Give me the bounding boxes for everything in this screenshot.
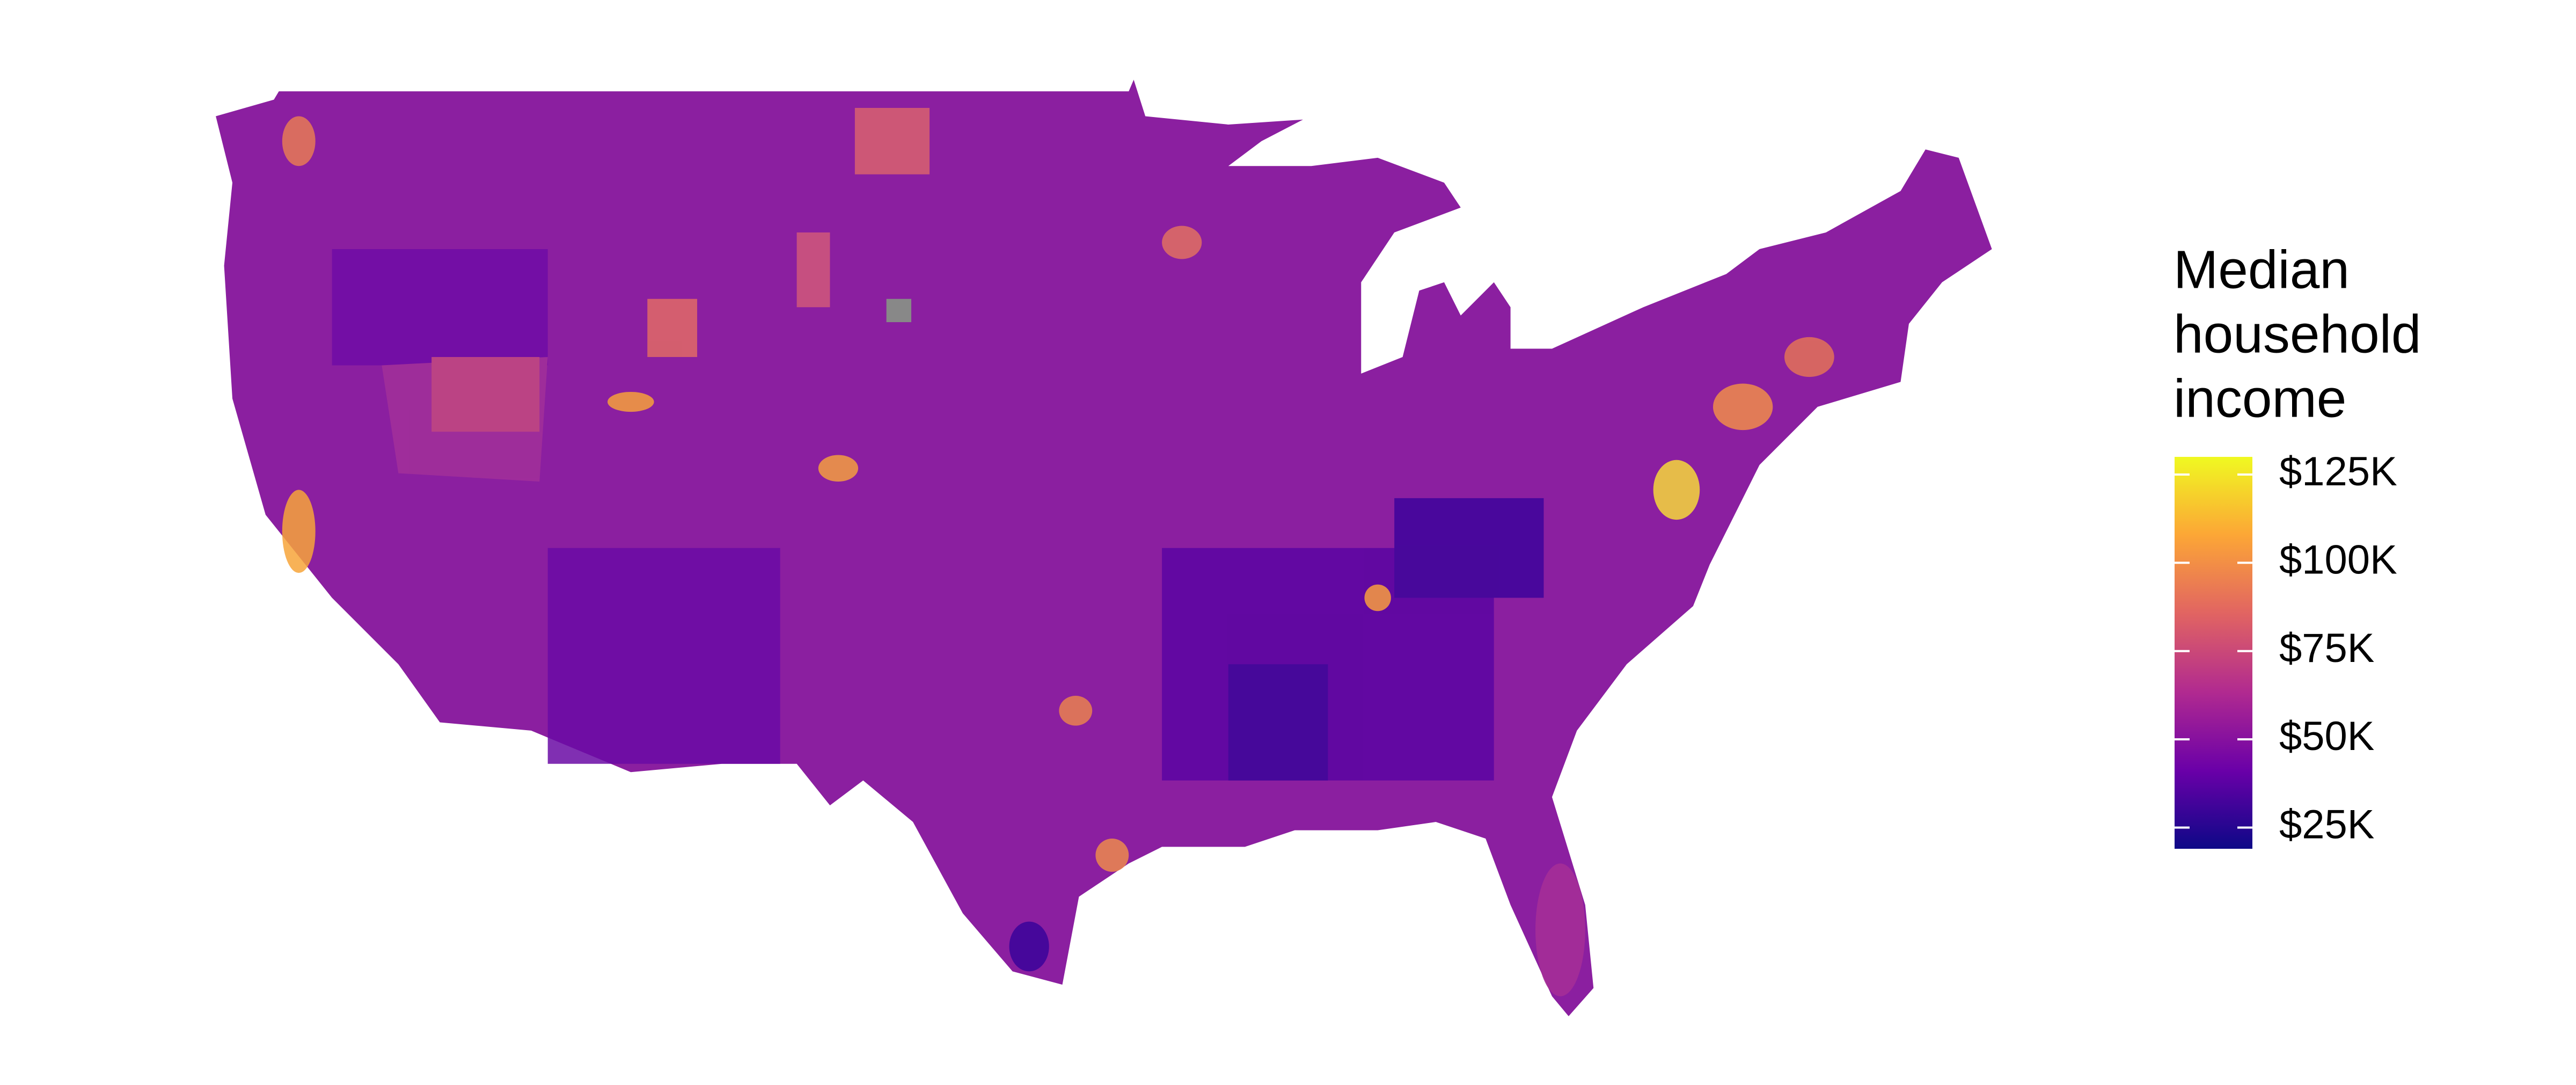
legend-title-line: household [2174, 304, 2421, 364]
legend-title-line: Median [2174, 239, 2350, 300]
colorbar-tick-label: $25K [2279, 802, 2375, 848]
legend: Median household income $25K $50K $75K $100… [2174, 239, 2421, 849]
us-county-map [216, 79, 1992, 1016]
colorbar-tick-label: $100K [2279, 537, 2397, 582]
colorbar [2175, 457, 2252, 849]
colorbar-tick-label: $50K [2279, 713, 2375, 759]
us-outline [216, 79, 1992, 1016]
colorbar-tick-label: $125K [2279, 449, 2397, 494]
colorbar-tick-label: $75K [2279, 625, 2375, 671]
missing-data-county [886, 298, 912, 323]
legend-title-line: income [2174, 368, 2346, 428]
map-texture [282, 108, 1834, 996]
